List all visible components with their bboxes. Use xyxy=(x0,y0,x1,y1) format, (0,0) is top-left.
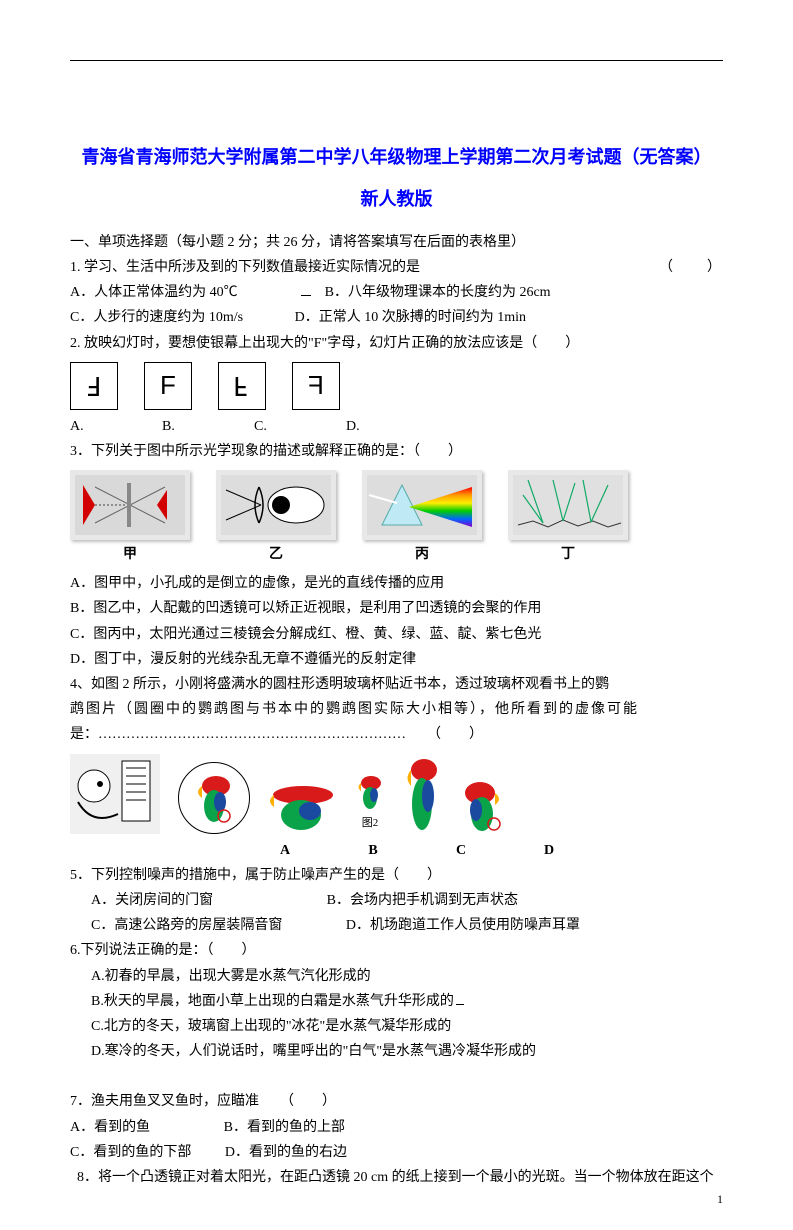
q5-opt-a: A．关闭房间的门窗 xyxy=(91,893,213,908)
q4-opt-d-fig xyxy=(460,778,504,834)
q4-label-c: C xyxy=(426,838,496,863)
q3-fig-bing xyxy=(362,470,482,540)
q4-reference-circle xyxy=(178,762,250,834)
q4-reader-icon xyxy=(70,754,160,834)
q3-fig-jia xyxy=(70,470,190,540)
q2-box-c: ꟻ xyxy=(218,362,266,410)
q4-label-a: A xyxy=(250,838,320,863)
q6-opt-b: B.秋天的早晨，地面小草上出现的白霜是水蒸气升华形成的 xyxy=(70,989,723,1014)
parrot-b-icon xyxy=(356,774,384,812)
q3-fig-ding xyxy=(508,470,628,540)
q7-row1: A．看到的鱼 B．看到的鱼的上部 xyxy=(70,1115,723,1140)
q4-fig-label: 图2 xyxy=(362,814,379,834)
pinhole-icon xyxy=(75,475,185,535)
q6-opt-c: C.北方的冬天，玻璃窗上出现的"冰花"是水蒸气凝华形成的 xyxy=(70,1014,723,1039)
q1-dot xyxy=(301,295,311,296)
q2-label-a: A. xyxy=(70,414,116,439)
q2-box-b: F xyxy=(144,362,192,410)
top-rule xyxy=(70,60,723,61)
q2-glyph-d: F xyxy=(308,362,324,409)
q7-opt-c: C．看到的鱼的下部 xyxy=(70,1145,191,1160)
parrot-a-icon xyxy=(268,782,338,834)
q3-cap-bing: 丙 xyxy=(362,542,482,567)
parrot-d-icon xyxy=(460,778,504,834)
q2-glyph-c: ꟻ xyxy=(233,362,248,409)
q3-cap-jia: 甲 xyxy=(70,542,190,567)
section-1-header: 一、单项选择题（每小题 2 分；共 26 分，请将答案填写在后面的表格里） xyxy=(70,230,723,255)
q1-opt-d: D．正常人 10 次脉搏的时间约为 1min xyxy=(295,310,526,325)
q5-opt-d: D．机场跑道工作人员使用防噪声耳罩 xyxy=(346,918,580,933)
q4-stem-2: 鹉图片（圆圈中的鹦鹉图与书本中的鹦鹉图实际大小相等），他所看到的虚像可能 xyxy=(70,697,723,722)
q2-stem: 2. 放映幻灯时，要想使银幕上出现大的"F"字母，幻灯片正确的放法应该是（ ） xyxy=(70,331,723,356)
q3-figures xyxy=(70,470,723,540)
glasses-eye-icon xyxy=(221,475,331,535)
q2-label-b: B. xyxy=(162,414,208,439)
q7-opt-d: D．看到的鱼的右边 xyxy=(225,1145,347,1160)
q2-glyph-b: F xyxy=(160,362,176,409)
q3-opt-a: A．图甲中，小孔成的是倒立的虚像，是光的直线传播的应用 xyxy=(70,571,723,596)
q5-stem: 5．下列控制噪声的措施中，属于防止噪声产生的是（ ） xyxy=(70,863,723,888)
q2-figures: ꟻ F ꟻ F xyxy=(70,362,723,410)
q5-row2: C．高速公路旁的房屋装隔音窗 D．机场跑道工作人员使用防噪声耳罩 xyxy=(70,913,723,938)
q4-opt-b-fig: 图2 xyxy=(356,774,384,834)
q4-label-d: D xyxy=(514,838,584,863)
q4-stem-3: 是：………………………………………………………… （ ） xyxy=(70,722,723,747)
page-number: 1 xyxy=(717,1189,723,1211)
q3-opt-d: D．图丁中，漫反射的光线杂乱无章不遵循光的反射定律 xyxy=(70,647,723,672)
prism-icon xyxy=(367,475,477,535)
q1-opt-a: A．人体正常体温约为 40℃ xyxy=(70,285,238,300)
q1-bracket: （ ） xyxy=(659,255,723,280)
q7-stem: 7．渔夫用鱼叉叉鱼时，应瞄准 （ ） xyxy=(70,1089,723,1114)
q4-opt-c-fig xyxy=(402,756,442,834)
q3-stem: 3．下列关于图中所示光学现象的描述或解释正确的是：（ ） xyxy=(70,439,723,464)
q2-glyph-a: ꟻ xyxy=(87,362,102,409)
q1-row1: A．人体正常体温约为 40℃ B．八年级物理课本的长度约为 26cm xyxy=(70,280,723,305)
q4-labels: A B C D xyxy=(250,838,723,863)
q8-stem: 8．将一个凸透镜正对着太阳光，在距凸透镜 20 cm 的纸上接到一个最小的光斑。… xyxy=(70,1165,723,1190)
q5-opt-c: C．高速公路旁的房屋装隔音窗 xyxy=(91,918,282,933)
q6-dot xyxy=(456,1004,464,1005)
q1-stem: 1. 学习、生活中所涉及到的下列数值最接近实际情况的是 （ ） xyxy=(70,255,723,280)
q1-opt-b: B．八年级物理课本的长度约为 26cm xyxy=(325,285,551,300)
q1-stem-text: 1. 学习、生活中所涉及到的下列数值最接近实际情况的是 xyxy=(70,260,420,275)
exam-subtitle: 新人教版 xyxy=(70,183,723,215)
q5-opt-b: B．会场内把手机调到无声状态 xyxy=(327,893,518,908)
q6-opt-b-text: B.秋天的早晨，地面小草上出现的白霜是水蒸气升华形成的 xyxy=(91,994,454,1009)
q4-opt-a-fig xyxy=(268,782,338,834)
q4-stem-1: 4、如图 2 所示，小刚将盛满水的圆柱形透明玻璃杯贴近书本，透过玻璃杯观看书上的… xyxy=(70,672,723,697)
diffuse-reflection-icon xyxy=(513,475,623,535)
parrot-c-icon xyxy=(402,756,442,834)
q3-opt-c: C．图丙中，太阳光通过三棱镜会分解成红、橙、黄、绿、蓝、靛、紫七色光 xyxy=(70,622,723,647)
q3-cap-ding: 丁 xyxy=(508,542,628,567)
q3-caption-row: 甲 乙 丙 丁 xyxy=(70,542,723,567)
parrot-ref-icon xyxy=(194,772,234,824)
exam-title: 青海省青海师范大学附属第二中学八年级物理上学期第二次月考试题（无答案） xyxy=(70,141,723,173)
q2-label-d: D. xyxy=(346,414,392,439)
q6-stem: 6.下列说法正确的是：（ ） xyxy=(70,938,723,963)
q2-label-c: C. xyxy=(254,414,300,439)
q6-opt-d: D.寒冷的冬天，人们说话时，嘴里呼出的"白气"是水蒸气遇冷凝华形成的 xyxy=(70,1039,723,1064)
q7-row2: C．看到的鱼的下部 D．看到的鱼的右边 xyxy=(70,1140,723,1165)
reader-icon xyxy=(72,756,158,832)
q1-row2: C．人步行的速度约为 10m/s D．正常人 10 次脉搏的时间约为 1min xyxy=(70,305,723,330)
q1-opt-c: C．人步行的速度约为 10m/s xyxy=(70,310,243,325)
q2-box-d: F xyxy=(292,362,340,410)
q6-opt-a: A.初春的早晨，出现大雾是水蒸气汽化形成的 xyxy=(70,964,723,989)
q4-figures: 图2 xyxy=(70,754,723,834)
q5-row1: A．关闭房间的门窗 B．会场内把手机调到无声状态 xyxy=(70,888,723,913)
q3-fig-yi xyxy=(216,470,336,540)
q2-box-a: ꟻ xyxy=(70,362,118,410)
q2-labels: A. B. C. D. xyxy=(70,414,723,439)
q4-label-b: B xyxy=(338,838,408,863)
q3-cap-yi: 乙 xyxy=(216,542,336,567)
q3-opt-b: B．图乙中，人配戴的凹透镜可以矫正近视眼，是利用了凹透镜的会聚的作用 xyxy=(70,596,723,621)
